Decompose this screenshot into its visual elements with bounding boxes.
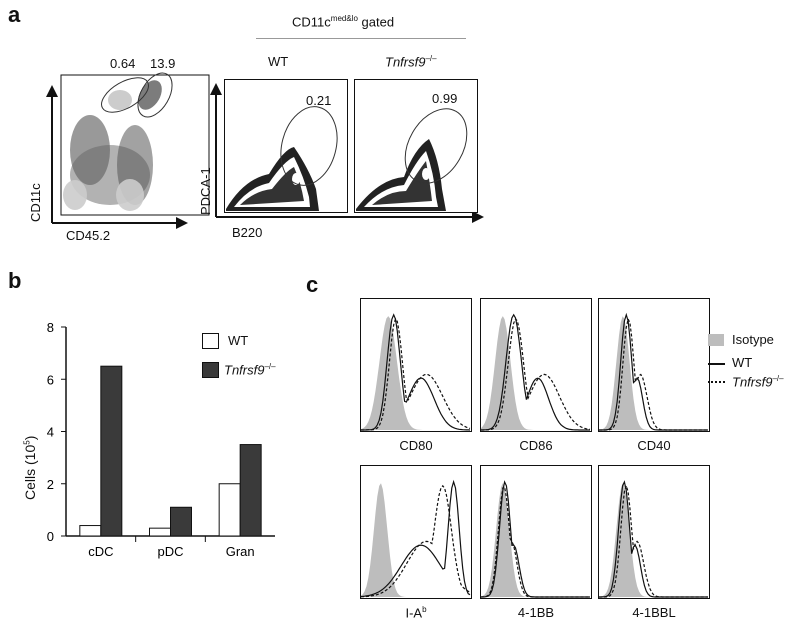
gated-title: CD11cmed&lo gated: [292, 14, 395, 30]
histogram-i-ab: [360, 465, 472, 599]
bar-gran-wt: [218, 483, 241, 537]
ko-curve: [599, 483, 708, 598]
y-tick-label: 2: [47, 477, 54, 492]
ko-curve: [361, 317, 471, 431]
legend-line-wt: [708, 363, 725, 365]
contour-axes: [210, 83, 484, 223]
histogram-label: I-Ab: [405, 605, 427, 621]
x-axis-label-b220: B220: [232, 225, 263, 240]
legend-swatch-wt: [202, 333, 219, 349]
ko-label: Tnfrsf9–/–: [385, 54, 437, 70]
x-tick-label: cDC: [88, 544, 113, 559]
isotype-curve: [481, 483, 590, 597]
wt-curve: [361, 313, 471, 431]
isotype-curve: [599, 316, 708, 430]
histogram-4-1bbl: [598, 465, 710, 599]
ko-curve: [360, 484, 471, 598]
gate-value-2: 13.9: [150, 56, 176, 71]
bar-gran-ko: [239, 444, 262, 537]
bar-pdc-wt: [149, 527, 171, 537]
bar-cdc-ko: [100, 365, 123, 537]
legend-swatch-isotype: [708, 334, 724, 346]
panel-c-letter: c: [306, 272, 319, 297]
x-tick-label: pDC: [157, 544, 183, 559]
histogram-4-1bb: [480, 465, 592, 599]
wt-gate-value: 0.21: [306, 93, 332, 108]
isotype-curve: [361, 483, 470, 597]
bar-cdc-wt: [79, 525, 102, 537]
histogram-label: CD40: [637, 438, 671, 453]
panel-b-letter: b: [8, 268, 22, 293]
wt-curve: [360, 479, 471, 598]
wt-curve: [599, 480, 708, 598]
legend-swatch-ko: [202, 362, 219, 378]
y-tick-label: 6: [47, 372, 54, 387]
y-tick-label: 0: [47, 529, 54, 544]
x-axis-label-cd45: CD45.2: [66, 228, 111, 243]
legend-line-ko: [708, 381, 725, 383]
contour-plot-ko: [354, 79, 478, 213]
legend-label-ko: Tnfrsf9–/–: [224, 362, 276, 378]
contour-plot-wt: [224, 79, 348, 213]
wt-curve: [481, 313, 590, 431]
x-tick-label: Gran: [226, 544, 255, 559]
histogram-cd86: [480, 298, 592, 432]
ko-curve: [599, 317, 708, 431]
isotype-curve: [599, 483, 708, 597]
ko-gate-value: 0.99: [432, 91, 458, 106]
legend-label-isotype: Isotype: [732, 332, 774, 347]
ko-curve: [480, 485, 590, 598]
histogram-label: CD80: [399, 438, 433, 453]
y-tick-label: 8: [47, 320, 54, 335]
wt-label: WT: [268, 54, 289, 69]
histogram-label: 4-1BBL: [632, 605, 676, 620]
legend-label-ko-c: Tnfrsf9–/–: [732, 374, 784, 390]
histogram-cd40: [598, 298, 710, 432]
gated-divider: [256, 38, 466, 39]
histogram-cd80: [360, 298, 472, 432]
y-tick-label: 4: [47, 425, 54, 440]
bar-pdc-ko: [170, 506, 192, 537]
bar-chart: 0 2 4 6 8 cDC pDC Gran: [47, 320, 275, 559]
histogram-label: CD86: [519, 438, 553, 453]
bar-chart-y-label: Cells (105): [22, 435, 38, 500]
scatter-plot-cd11c-cd45: [46, 72, 210, 229]
histogram-label: 4-1BB: [517, 605, 555, 620]
legend-label-wt-c: WT: [732, 355, 753, 370]
panel-a-letter: a: [8, 2, 21, 27]
y-axis-label-cd11c: CD11c: [28, 183, 43, 222]
y-axis-label-pdca1: PDCA-1: [198, 167, 213, 215]
gate-value-1: 0.64: [110, 56, 136, 71]
legend-label-wt: WT: [228, 333, 249, 348]
